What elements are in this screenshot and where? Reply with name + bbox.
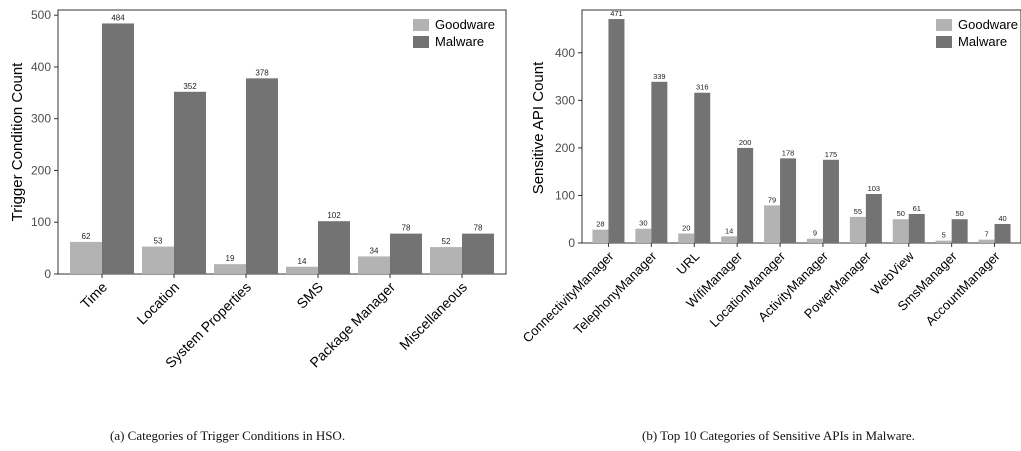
bar-malware	[780, 158, 797, 243]
bar-value-label: 20	[682, 223, 690, 232]
x-category-label: LocationManager	[707, 248, 789, 330]
bar-value-label: 378	[255, 68, 269, 77]
legend-swatch-malware	[936, 36, 952, 48]
bar-malware	[994, 223, 1011, 243]
bar-value-label: 40	[998, 214, 1006, 223]
bar-value-label: 178	[782, 148, 795, 157]
bar-value-label: 316	[696, 83, 709, 92]
y-tick-label: 0	[568, 236, 575, 250]
bar-malware	[908, 213, 925, 243]
y-tick-label: 400	[555, 46, 575, 60]
legend-swatch-goodware	[936, 19, 952, 31]
bar-value-label: 19	[226, 254, 235, 263]
bar-value-label: 14	[298, 257, 307, 266]
bar-value-label: 102	[327, 211, 341, 220]
bar-value-label: 200	[739, 138, 752, 147]
bar-value-label: 53	[154, 237, 163, 246]
bar-malware	[174, 91, 206, 274]
bar-value-label: 62	[82, 232, 91, 241]
x-category-label: Time	[77, 279, 110, 312]
x-category-label: Location	[133, 279, 182, 328]
y-tick-label: 300	[555, 93, 575, 107]
bar-malware	[608, 19, 625, 243]
bar-malware	[651, 81, 668, 244]
bar-value-label: 7	[984, 230, 988, 239]
bar-goodware	[849, 216, 866, 243]
bar-value-label: 339	[653, 72, 666, 81]
x-category-label: AccountManager	[923, 248, 1004, 329]
x-category-label: Miscellaneous	[396, 279, 470, 353]
y-tick-label: 0	[44, 267, 51, 281]
y-tick-label: 300	[31, 112, 51, 126]
y-tick-label: 100	[555, 188, 575, 202]
y-axis-label: Sensitive API Count	[530, 61, 547, 194]
bar-goodware	[806, 238, 823, 243]
bar-goodware	[70, 241, 102, 274]
chart-a-trigger-conditions: 0 100 200 300 400 500 Trigger Condition Count 6…	[9, 8, 507, 371]
bar-goodware	[678, 233, 695, 243]
caption-b: (b) Top 10 Categories of Sensitive APIs …	[642, 428, 915, 443]
bar-malware	[951, 219, 968, 243]
bar-value-label: 5	[942, 231, 946, 240]
bar-malware	[318, 221, 350, 274]
bar-value-label: 14	[725, 226, 733, 235]
bar-malware	[865, 194, 882, 243]
bar-goodware	[764, 205, 781, 243]
bar-goodware	[978, 239, 995, 243]
bar-malware	[102, 23, 134, 274]
legend-swatch-malware	[413, 36, 429, 48]
bar-goodware	[935, 240, 952, 243]
bar-value-label: 175	[825, 150, 838, 159]
bar-goodware	[142, 246, 174, 274]
bar-goodware	[635, 228, 652, 243]
bar-malware	[822, 159, 839, 243]
bar-goodware	[358, 256, 390, 274]
bar-malware	[390, 233, 422, 274]
bar-value-label: 52	[442, 237, 451, 246]
x-category-label: SMS	[293, 279, 326, 312]
bar-value-label: 78	[402, 224, 411, 233]
bar-value-label: 61	[913, 204, 921, 213]
bar-value-label: 28	[596, 220, 604, 229]
bar-value-label: 103	[868, 184, 881, 193]
legend-label-malware: Malware	[958, 34, 1007, 49]
y-tick-label: 200	[555, 141, 575, 155]
legend-swatch-goodware	[413, 19, 429, 31]
bar-goodware	[430, 247, 462, 274]
y-tick-label: 400	[31, 60, 51, 74]
y-axis-label: Trigger Condition Count	[9, 62, 26, 222]
bar-malware	[462, 233, 494, 274]
bar-value-label: 471	[610, 9, 623, 18]
legend-label-malware: Malware	[435, 34, 484, 49]
bar-value-label: 55	[854, 207, 862, 216]
y-tick-label: 100	[31, 215, 51, 229]
bar-value-label: 78	[474, 224, 483, 233]
bar-value-label: 34	[370, 246, 379, 255]
bar-value-label: 79	[768, 195, 776, 204]
y-tick-label: 200	[31, 163, 51, 177]
bar-goodware	[286, 266, 318, 274]
bar-goodware	[721, 236, 738, 243]
bar-value-label: 9	[813, 229, 817, 238]
x-category-label: URL	[673, 249, 702, 278]
bar-goodware	[592, 229, 609, 243]
bar-malware	[246, 78, 278, 275]
bar-value-label: 30	[639, 219, 647, 228]
legend-label-goodware: Goodware	[435, 17, 495, 32]
x-category-label: TelephonyManager	[571, 248, 660, 337]
bar-value-label: 484	[111, 13, 125, 22]
plot-panel	[581, 9, 1021, 244]
bar-goodware	[214, 264, 246, 274]
caption-a: (a) Categories of Trigger Conditions in …	[110, 428, 346, 443]
bar-value-label: 50	[897, 209, 905, 218]
bar-goodware	[892, 219, 909, 243]
bar-malware	[737, 147, 754, 243]
y-tick-label: 500	[31, 8, 51, 22]
bar-malware	[694, 92, 711, 244]
legend-label-goodware: Goodware	[958, 17, 1018, 32]
bar-value-label: 50	[955, 209, 963, 218]
bar-value-label: 352	[183, 82, 197, 91]
